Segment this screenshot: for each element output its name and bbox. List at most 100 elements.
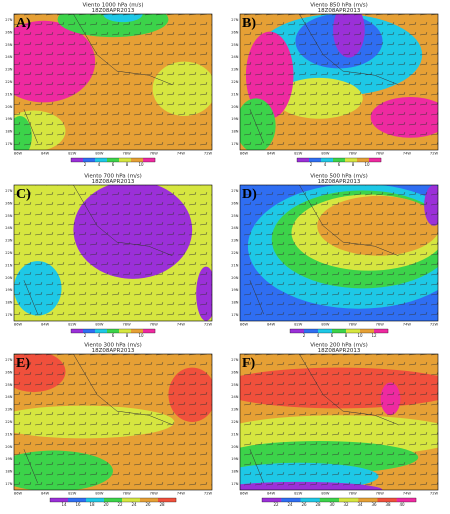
lat-tick-label: 19N — [5, 457, 13, 461]
lat-tick-label: 19N — [231, 288, 239, 292]
lat-tick-label: 20N — [231, 445, 239, 449]
map-frame — [239, 184, 439, 322]
lon-tick-label: 84W — [267, 323, 276, 327]
colorbar-label: 6 — [112, 333, 115, 338]
map — [14, 185, 212, 321]
lon-tick-label: 76W — [376, 152, 385, 156]
colorbar-swatch — [290, 329, 305, 333]
map-frame — [13, 13, 213, 151]
lat-tick-label: 20N — [231, 276, 239, 280]
lat-tick-label: 17N — [231, 313, 239, 317]
panel-label: B) — [242, 16, 256, 31]
colorbar-label: 22 — [273, 502, 279, 507]
lat-tick-label: 26N — [5, 370, 13, 374]
colorbar-frame — [261, 497, 417, 503]
colorbar-swatch — [158, 498, 177, 502]
lon-tick-label: 74W — [177, 152, 186, 156]
colorbar-swatch — [309, 158, 322, 162]
colorbar-label: 10 — [138, 333, 144, 338]
colorbar-label: 22 — [117, 502, 123, 507]
lon-tick-label: 86W — [240, 492, 249, 496]
panel-title: Viento 1000 hPa (m/s) — [82, 3, 143, 9]
colorbar-frame — [70, 157, 156, 163]
lat-tick-label: 23N — [5, 68, 13, 72]
lon-tick-label: 76W — [150, 492, 159, 496]
lat-tick-label: 22N — [5, 420, 13, 424]
colorbar-swatch — [318, 329, 333, 333]
colorbar-swatch — [262, 498, 282, 502]
colorbar-swatch — [281, 498, 301, 502]
colorbar-label: 8 — [126, 333, 129, 338]
colorbar-label: 2 — [303, 333, 306, 338]
colorbar-label: 4 — [98, 333, 101, 338]
colorbar-swatch — [131, 329, 144, 333]
map-frame — [239, 353, 439, 491]
map — [14, 354, 212, 490]
lat-tick-label: 23N — [5, 408, 13, 412]
lon-tick-label: 76W — [150, 323, 159, 327]
colorbar-swatch — [143, 329, 156, 333]
colorbar-swatch — [358, 498, 378, 502]
panel: Viento 500 hPa (m/s)18Z08APR2013 27N 26N 25… — [231, 174, 439, 339]
lat-tick-label: 18N — [231, 301, 239, 305]
lon-tick-label: 72W — [430, 323, 439, 327]
lat-tick-label: 24N — [5, 395, 13, 399]
lon-tick-label: 74W — [403, 492, 412, 496]
lat-tick-label: 27N — [5, 358, 13, 362]
colorbar-swatch — [71, 158, 84, 162]
lon-tick-label: 78W — [123, 492, 132, 496]
lat-tick-label: 22N — [231, 251, 239, 255]
colorbar-label: 24 — [287, 502, 293, 507]
colorbar-swatch — [131, 158, 144, 162]
lat-tick-label: 25N — [5, 383, 13, 387]
lat-tick-label: 20N — [5, 105, 13, 109]
colorbar-label: 36 — [371, 502, 377, 507]
lon-tick-label: 84W — [41, 492, 50, 496]
lon-tick-label: 80W — [95, 323, 104, 327]
colorbar-swatch — [333, 158, 346, 162]
panel: Viento 700 hPa (m/s)18Z08APR2013 27N 26N 25… — [5, 174, 212, 339]
lon-tick-label: 82W — [68, 492, 77, 496]
colorbar-label: 10 — [364, 162, 370, 167]
colorbar-swatch — [319, 498, 340, 502]
wind-barbs — [240, 14, 438, 150]
colorbar-swatch — [304, 329, 319, 333]
lat-tick-label: 23N — [231, 68, 239, 72]
lat-tick-label: 22N — [231, 420, 239, 424]
colorbar-swatch — [71, 329, 84, 333]
map — [240, 185, 438, 321]
colorbar-label: 8 — [126, 162, 129, 167]
lat-tick-label: 20N — [231, 105, 239, 109]
panel-label: E) — [16, 356, 30, 371]
colorbar-swatch — [346, 329, 361, 333]
colorbar-label: 26 — [301, 502, 307, 507]
lat-tick-label: 22N — [231, 80, 239, 84]
lat-tick-label: 27N — [231, 189, 239, 193]
lat-tick-label: 21N — [5, 92, 13, 96]
lon-tick-label: 74W — [177, 492, 186, 496]
lat-tick-label: 27N — [5, 189, 13, 193]
colorbar-swatch — [107, 329, 120, 333]
colorbar-label: 34 — [357, 502, 363, 507]
lon-tick-label: 84W — [41, 323, 50, 327]
lon-tick-label: 78W — [123, 323, 132, 327]
lon-tick-label: 82W — [68, 323, 77, 327]
lon-tick-label: 86W — [14, 323, 23, 327]
map-frame — [239, 13, 439, 151]
colorbar-label: 16 — [75, 502, 81, 507]
lon-tick-label: 82W — [294, 323, 303, 327]
colorbar-swatch — [339, 498, 359, 502]
colorbar-label: 6 — [331, 333, 334, 338]
colorbar-label: 2 — [84, 333, 87, 338]
colorbar-swatch — [119, 329, 132, 333]
lon-tick-label: 86W — [240, 152, 249, 156]
colorbar-swatch — [140, 498, 159, 502]
lat-tick-label: 19N — [231, 117, 239, 121]
lat-tick-label: 21N — [231, 432, 239, 436]
colorbar-frame — [49, 497, 177, 503]
lat-tick-label: 17N — [5, 313, 13, 317]
wind-barbs — [14, 14, 212, 150]
panel-time: 18Z08APR2013 — [92, 348, 135, 354]
panel-time: 18Z08APR2013 — [318, 348, 361, 354]
lon-tick-label: 80W — [321, 492, 330, 496]
